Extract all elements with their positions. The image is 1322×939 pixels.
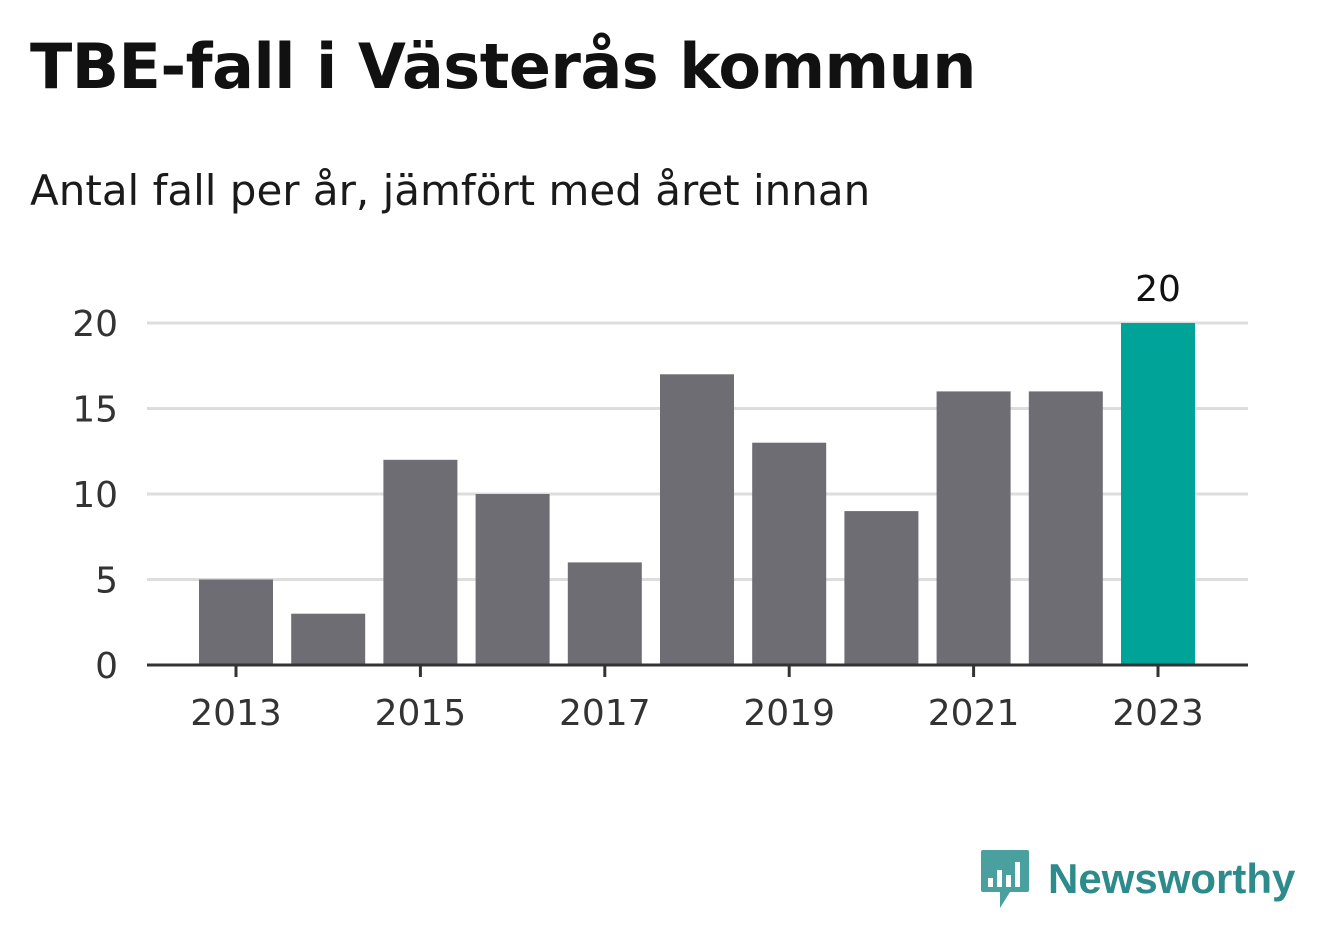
y-tick-label: 15 xyxy=(72,390,118,431)
y-tick-label: 0 xyxy=(95,646,118,687)
y-tick-label: 5 xyxy=(95,561,118,602)
x-tick-label: 2017 xyxy=(559,693,651,734)
y-tick-label: 10 xyxy=(72,475,118,516)
bar xyxy=(291,613,366,665)
bar-chart: 0 5 10 15 20 20 2013 2015 2017 2019 2021 2023 xyxy=(72,269,1248,734)
x-tick-label: 2013 xyxy=(190,693,282,734)
y-tick-label: 20 xyxy=(72,304,118,345)
bar xyxy=(199,579,273,665)
chart-subtitle: Antal fall per år, jämfört med året inna… xyxy=(30,166,871,215)
data-label: 20 xyxy=(1135,269,1181,310)
x-tick-label: 2023 xyxy=(1112,693,1204,734)
bar xyxy=(567,562,642,665)
x-tick-label: 2019 xyxy=(743,693,835,734)
bar xyxy=(752,442,827,665)
bar xyxy=(383,459,458,665)
bar xyxy=(1028,391,1103,665)
brand-name: Newsworthy xyxy=(1048,855,1296,902)
chart-title: TBE-fall i Västerås kommun xyxy=(30,30,976,103)
brand-logo: Newsworthy xyxy=(980,848,1295,910)
x-tick-label: 2015 xyxy=(375,693,467,734)
bar xyxy=(936,391,1011,665)
bar-highlight xyxy=(1121,323,1195,665)
bar xyxy=(844,511,919,665)
bar xyxy=(475,494,550,665)
x-tick-label: 2021 xyxy=(928,693,1020,734)
bar xyxy=(660,374,734,665)
newsworthy-logo-icon xyxy=(981,850,1029,908)
